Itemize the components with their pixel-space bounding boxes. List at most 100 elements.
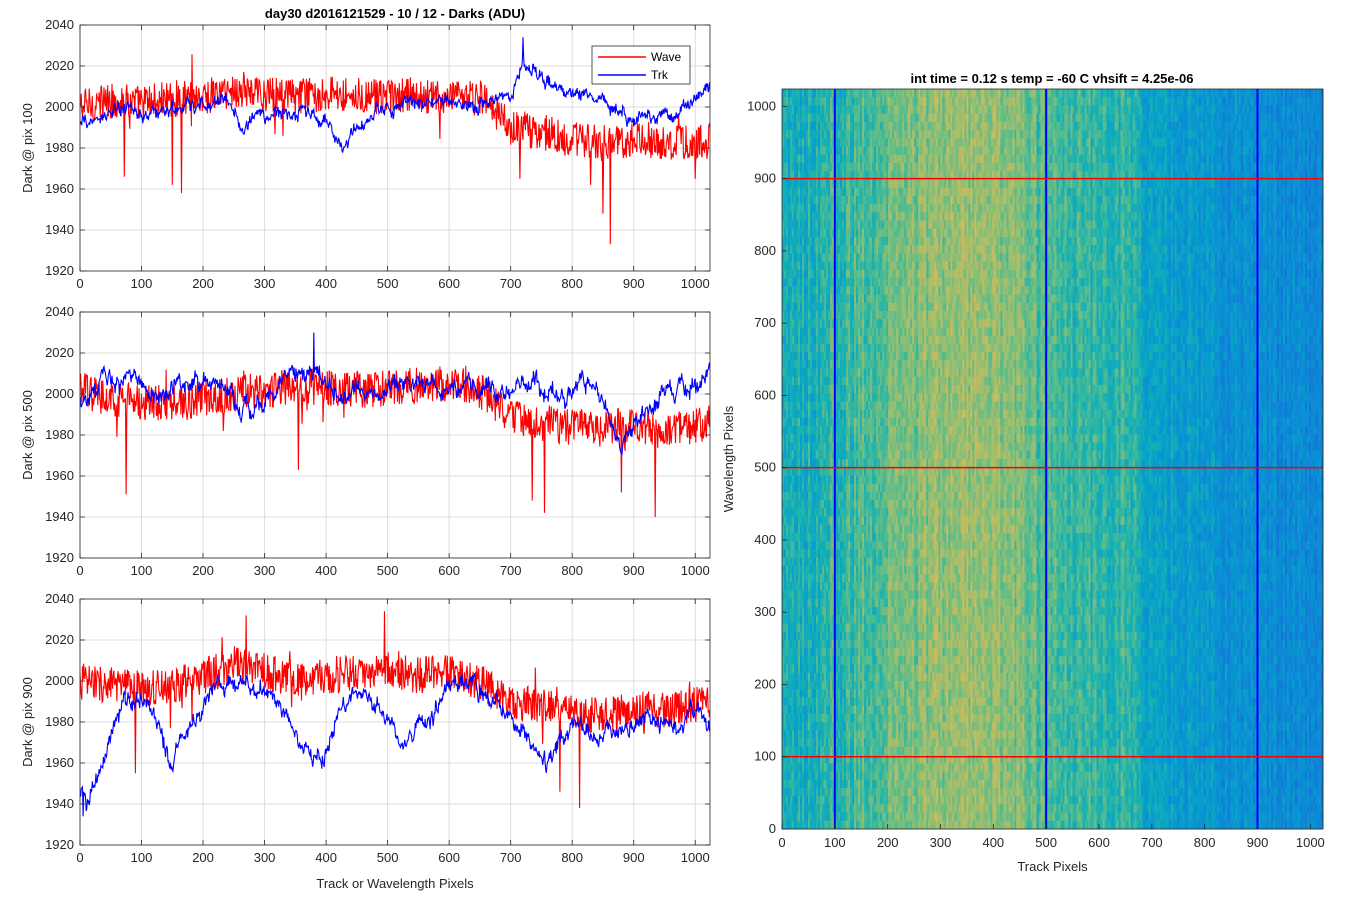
heatmap-cell <box>842 195 845 205</box>
heatmap-cell <box>884 195 887 205</box>
heatmap-cell <box>868 459 871 468</box>
heatmap-cell <box>844 508 847 517</box>
heatmap-cell <box>846 648 849 657</box>
heatmap-cell <box>828 664 831 674</box>
heatmap-cell <box>846 730 849 739</box>
heatmap-cell <box>880 524 883 534</box>
heatmap-cell <box>838 327 841 336</box>
heatmap-cell <box>820 434 823 443</box>
heatmap-cell <box>856 319 859 328</box>
heatmap-cell <box>844 516 847 526</box>
heatmap-cell <box>846 623 849 632</box>
heatmap-cell <box>804 89 807 98</box>
heatmap-cell <box>848 524 851 534</box>
heatmap-cell <box>850 187 853 197</box>
heatmap-cell <box>828 598 831 608</box>
heatmap-cell <box>884 746 887 756</box>
heatmap-cell <box>874 475 877 484</box>
heatmap-cell <box>852 623 855 632</box>
heatmap-cell <box>838 319 841 328</box>
heatmap-cell <box>862 804 865 813</box>
heatmap-cell <box>812 533 815 542</box>
heatmap-cell <box>852 820 855 830</box>
heatmap-cell <box>810 179 813 188</box>
heatmap-cell <box>836 796 839 805</box>
heatmap-cell <box>808 385 811 394</box>
heatmap-cell <box>880 804 883 813</box>
heatmap-cell <box>858 393 861 402</box>
heatmap-cell <box>838 779 841 789</box>
heatmap-cell <box>882 763 885 772</box>
heatmap-cell <box>822 409 825 419</box>
heatmap-cell <box>864 730 867 739</box>
heatmap-cell <box>868 154 871 164</box>
heatmap-cell <box>794 286 797 295</box>
heatmap-cell <box>864 656 867 665</box>
heatmap-cell <box>798 89 801 98</box>
heatmap-cell <box>792 368 795 378</box>
heatmap-cell <box>818 738 821 748</box>
heatmap-cell <box>824 368 827 378</box>
heatmap-cell <box>826 442 829 452</box>
heatmap-cell <box>846 697 849 706</box>
heatmap-cell <box>872 368 875 378</box>
heatmap-cell <box>880 730 883 739</box>
heatmap-cell <box>812 368 815 378</box>
heatmap-cell <box>858 656 861 665</box>
heatmap-cell <box>796 722 799 731</box>
heatmap-cell <box>860 335 863 345</box>
heatmap-cell <box>840 426 843 435</box>
heatmap-cell <box>820 722 823 731</box>
heatmap-cell <box>870 623 873 632</box>
heatmap-cell <box>826 746 829 756</box>
heatmap-cell <box>790 376 793 386</box>
heatmap-cell <box>840 598 843 608</box>
heatmap-cell <box>874 656 877 665</box>
heatmap-cell <box>796 121 799 131</box>
heatmap-cell <box>796 755 799 764</box>
heatmap-cell <box>792 146 795 156</box>
heatmap-cell <box>816 787 819 797</box>
heatmap-cell <box>862 565 865 575</box>
heatmap-cell <box>792 483 795 493</box>
heatmap-cell <box>782 294 785 304</box>
heatmap-cell <box>808 97 811 106</box>
heatmap-cell <box>822 401 825 410</box>
heatmap-cell <box>828 705 831 715</box>
heatmap-cell <box>864 237 867 246</box>
heatmap-cell <box>798 220 801 230</box>
heatmap-cell <box>876 689 879 698</box>
heatmap-cell <box>830 796 833 805</box>
heatmap-cell <box>840 557 843 567</box>
heatmap-cell <box>810 804 813 813</box>
heatmap-cell <box>860 524 863 534</box>
heatmap-cell <box>812 500 815 509</box>
heatmap-cell <box>864 417 867 427</box>
heatmap-cell <box>804 245 807 254</box>
heatmap-cell <box>844 763 847 772</box>
heatmap-cell <box>806 204 809 213</box>
y-tick-label: 2040 <box>45 591 74 606</box>
heatmap-cell <box>822 541 825 550</box>
heatmap-cell <box>882 681 885 690</box>
heatmap-cell <box>804 459 807 468</box>
heatmap-cell <box>848 467 851 476</box>
heatmap-cell <box>826 631 829 641</box>
heatmap-cell <box>792 475 795 484</box>
heatmap-cell <box>782 376 785 386</box>
heatmap-cell <box>840 393 843 402</box>
heatmap-cell <box>886 228 889 238</box>
heatmap-cell <box>826 483 829 493</box>
heatmap-cell <box>886 590 889 600</box>
heatmap-cell <box>878 565 881 575</box>
heatmap-cell <box>810 121 813 131</box>
heatmap-cell <box>802 820 805 830</box>
heatmap-cell <box>794 574 797 583</box>
heatmap-cell <box>862 228 865 238</box>
heatmap-cell <box>828 491 831 501</box>
heatmap-cell <box>866 746 869 756</box>
heatmap-cell <box>782 763 785 772</box>
heatmap-cell <box>836 590 839 600</box>
heatmap-cell <box>884 171 887 180</box>
heatmap-cell <box>848 171 851 180</box>
